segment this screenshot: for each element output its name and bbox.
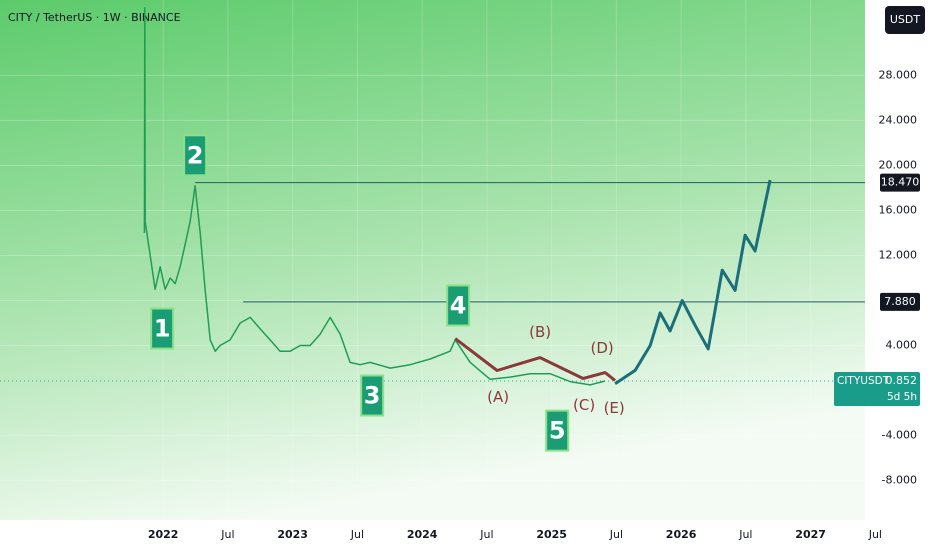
wave-box [545, 409, 570, 452]
x-tick-label: 2027 [795, 528, 826, 541]
wave-label: 2 [187, 141, 204, 169]
x-tick-label: 2025 [536, 528, 567, 541]
letter-label: (B) [529, 323, 551, 341]
letter-label: (C) [573, 396, 595, 414]
y-tick-label: 4.000 [886, 339, 918, 352]
y-tick-label: -8.000 [882, 474, 917, 487]
price-axis [865, 0, 932, 550]
price-line [614, 179, 772, 386]
level-tag [880, 292, 920, 311]
level-label: 7.880 [884, 295, 916, 308]
currency-button[interactable] [885, 6, 925, 34]
last-price-symbol: CITYUSDT [837, 375, 890, 387]
x-tick-label: Jul [479, 528, 493, 541]
y-tick-label: 20.000 [879, 158, 918, 171]
time-axis [0, 520, 865, 550]
x-tick-label: 2023 [277, 528, 308, 541]
chart-title: CITY / TetherUS · 1W · BINANCE [8, 11, 181, 24]
wave-box [360, 374, 385, 417]
x-tick-label: Jul [350, 528, 364, 541]
plot-background [0, 0, 865, 520]
wave-box [183, 134, 208, 177]
x-tick-label: Jul [609, 528, 623, 541]
y-tick-label: 12.000 [879, 248, 918, 261]
wave-label: 4 [450, 291, 467, 319]
wave-label: 1 [154, 315, 171, 343]
y-tick-label: -4.000 [882, 429, 917, 442]
y-tick-label: 16.000 [879, 203, 918, 216]
letter-label: (E) [604, 399, 625, 417]
level-label: 18.470 [881, 176, 920, 189]
wave-box [150, 307, 175, 350]
last-price-value: 0.852 [886, 374, 918, 387]
last-price-tag [834, 371, 920, 406]
letter-label: (A) [487, 388, 509, 406]
x-tick-label: Jul [868, 528, 882, 541]
letter-label: (D) [591, 339, 614, 357]
wave-label: 5 [549, 417, 566, 445]
y-tick-label: 28.000 [879, 68, 918, 81]
countdown: 5d 5h [887, 391, 917, 403]
x-tick-label: 2024 [407, 528, 438, 541]
price-line [454, 337, 617, 382]
price-line [143, 7, 606, 386]
wave-box [446, 284, 471, 327]
level-tag [880, 173, 920, 192]
x-tick-label: Jul [220, 528, 234, 541]
x-tick-label: 2026 [666, 528, 697, 541]
x-tick-label: Jul [738, 528, 752, 541]
currency-button-label[interactable]: USDT [890, 13, 921, 26]
wave-label: 3 [364, 382, 381, 410]
y-tick-label: 24.000 [879, 113, 918, 126]
x-tick-label: 2022 [148, 528, 179, 541]
